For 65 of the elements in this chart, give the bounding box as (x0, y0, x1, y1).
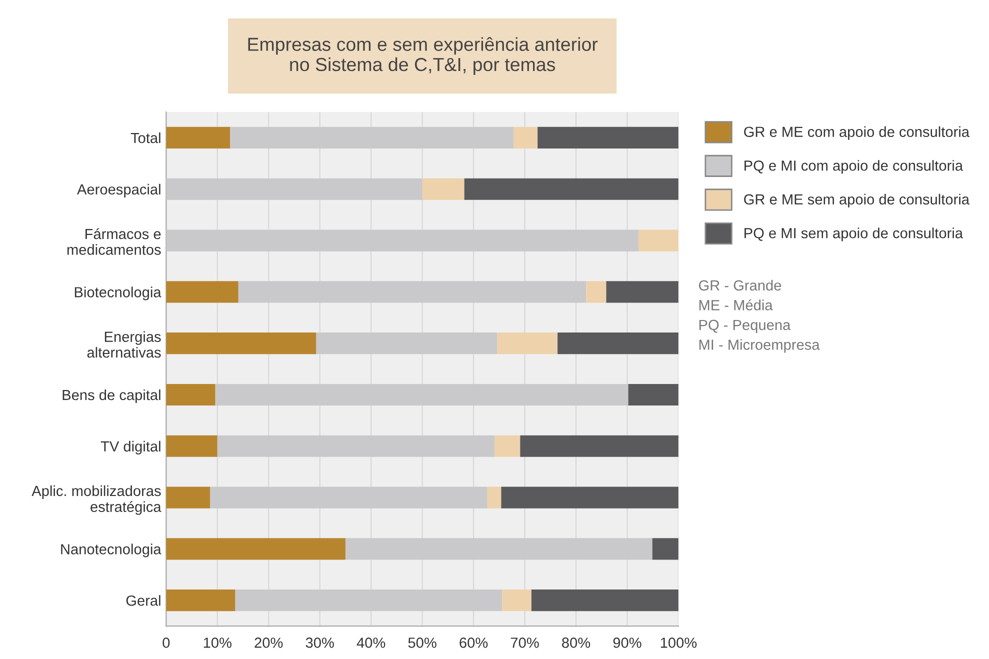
bar (520, 435, 678, 457)
bar (531, 590, 678, 612)
x-tick-label: 20% (254, 638, 283, 648)
bar (502, 590, 532, 612)
bar (606, 281, 678, 303)
legend-label: GR e ME com apoio de consultoria (744, 126, 970, 140)
x-tick-label: 40% (356, 638, 386, 648)
y-tick-label: Nanotecnologia (61, 544, 162, 558)
x-tick-label: 0 (162, 638, 170, 648)
bar (166, 332, 316, 354)
bar (345, 538, 652, 560)
bar (166, 384, 216, 406)
text: GR - Grande (698, 280, 782, 291)
y-tick-label: TV digital (100, 440, 160, 454)
x-tick-label: 70% (510, 638, 539, 648)
bar (238, 281, 586, 303)
bar (487, 486, 502, 508)
bar (230, 126, 514, 149)
bar (166, 538, 346, 560)
legend-label: GR e ME sem apoio de consultoria (744, 194, 970, 208)
x-tick-label: 60% (460, 638, 488, 648)
y-tick-label: Biotecnologia (74, 286, 162, 300)
x-tick-label: 30% (306, 638, 334, 648)
x-tick-label: 100% (660, 638, 697, 648)
bar (166, 178, 422, 200)
text: MI - Microempresa (699, 339, 820, 353)
bar (558, 332, 678, 354)
bar (628, 384, 678, 406)
bar (538, 126, 678, 149)
y-tick-label: Energias alternativas (87, 331, 161, 358)
bar (217, 435, 495, 457)
x-tick-label: 90% (613, 638, 642, 648)
bar (166, 281, 238, 303)
bar (497, 332, 558, 354)
bar (638, 230, 678, 252)
text: ME - Média (699, 299, 773, 310)
y-tick-label: Aeroespacial (77, 184, 160, 198)
x-tick-label: 80% (562, 638, 590, 648)
bar (166, 230, 638, 252)
bar (166, 435, 218, 457)
bar (494, 435, 520, 457)
y-tick-label: Fármacos e medicamentos (67, 228, 161, 255)
chart-title: Empresas com e sem experiência anterior no Sistema de C,T&I, por temas (248, 37, 598, 75)
x-tick-label: 50% (408, 638, 436, 648)
bar (422, 178, 464, 200)
bar (501, 486, 678, 508)
bar (235, 590, 502, 612)
legend-label: PQ e MI sem apoio de consultoria (744, 228, 964, 242)
bar (210, 486, 488, 508)
legend-label: PQ e MI com apoio de consultoria (744, 160, 964, 174)
text: PQ - Pequena (699, 320, 791, 333)
y-tick-label: Aplic. mobilizadoras estratégica (32, 485, 162, 515)
bar (586, 281, 606, 303)
x-tick-label: 10% (204, 638, 232, 648)
bar (215, 384, 628, 406)
y-tick-label: Geral (126, 595, 160, 606)
bar (166, 126, 230, 149)
y-tick-label: Total (130, 132, 160, 144)
bar (652, 538, 678, 560)
y-tick-label: Bens de capital (62, 389, 160, 404)
bar (464, 178, 678, 200)
bar (316, 332, 498, 354)
bar (166, 486, 210, 508)
bar (166, 590, 236, 612)
bar (513, 126, 538, 149)
